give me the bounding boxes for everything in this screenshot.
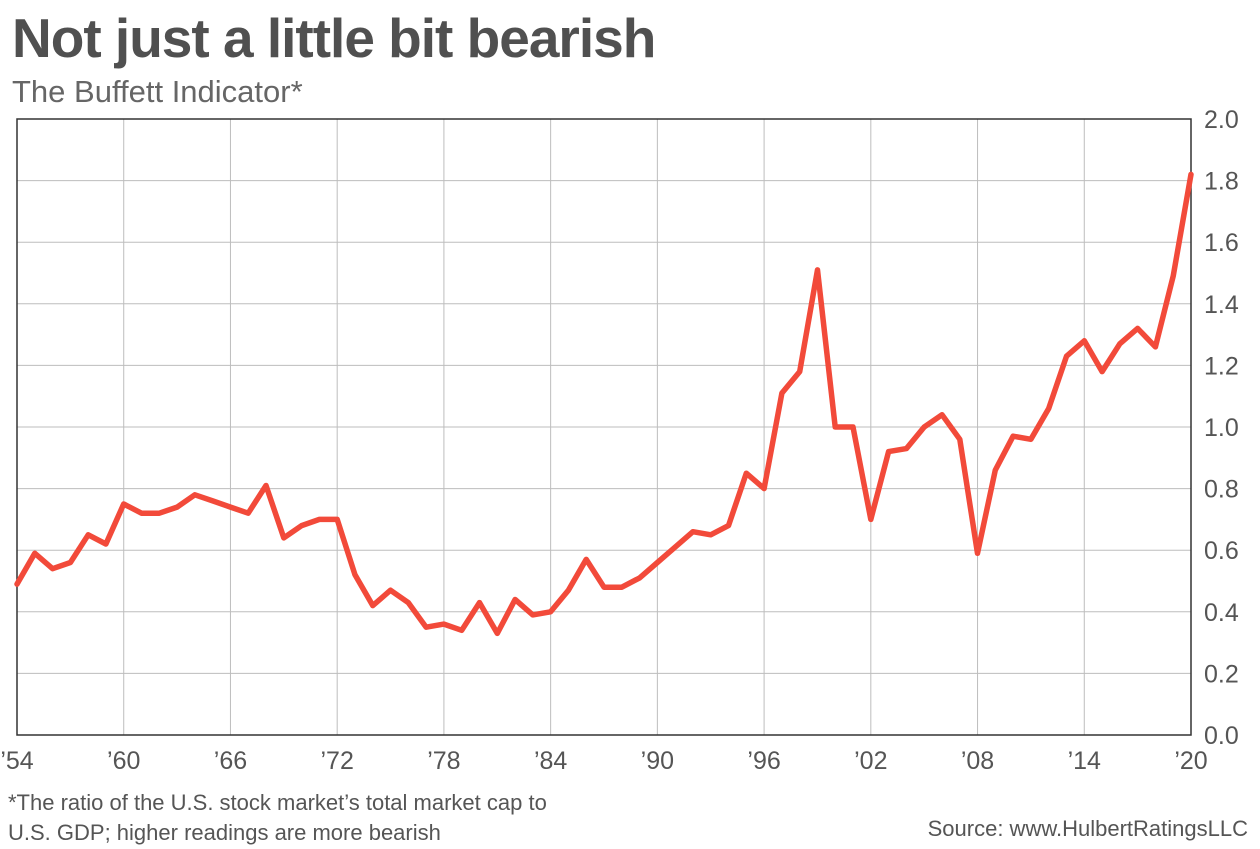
y-tick-label: 1.4 (1204, 291, 1239, 319)
y-tick-label: 0.0 (1204, 722, 1239, 750)
footnote-line-2: U.S. GDP; higher readings are more beari… (8, 820, 441, 845)
x-axis-ticks: ’54 ’60 ’66 ’72 ’78 ’84 ’90 ’96 ’02 ’08 ’14 ’20 (0, 747, 1207, 775)
y-tick-label: 1.6 (1204, 229, 1239, 257)
x-tick-label: ’02 (854, 747, 887, 775)
x-tick-label: ’66 (214, 747, 247, 775)
x-tick-label: ’60 (107, 747, 140, 775)
x-tick-label: ’14 (1068, 747, 1101, 775)
grid-lines (16, 118, 1192, 736)
y-tick-label: 0.4 (1204, 599, 1239, 627)
x-tick-label: ’72 (320, 747, 353, 775)
data-points (16, 174, 1192, 634)
y-tick-label: 0.2 (1204, 660, 1239, 688)
source-credit: Source: www.HulbertRatingsLLC (927, 816, 1248, 841)
x-tick-label: ’20 (1174, 747, 1207, 775)
y-tick-label: 2.0 (1204, 106, 1239, 134)
x-tick-label: ’90 (641, 747, 674, 775)
y-axis-ticks: 0.0 0.2 0.4 0.6 0.8 1.0 1.2 1.4 1.6 1.8 2.0 (1204, 106, 1239, 750)
x-tick-label: ’78 (427, 747, 460, 775)
series-line-buffett-indicator (14, 171, 1194, 637)
footnote-line-1: *The ratio of the U.S. stock market’s to… (8, 790, 547, 815)
y-tick-label: 0.6 (1204, 537, 1239, 565)
x-tick-label: ’08 (961, 747, 994, 775)
y-tick-label: 0.8 (1204, 476, 1239, 504)
y-tick-label: 1.8 (1204, 168, 1239, 196)
x-tick-label: ’96 (747, 747, 780, 775)
y-tick-label: 1.0 (1204, 414, 1239, 442)
x-tick-label: ’54 (0, 747, 33, 775)
plot-frame (16, 118, 1192, 736)
x-tick-label: ’84 (534, 747, 567, 775)
footnote: *The ratio of the U.S. stock market’s to… (8, 788, 547, 848)
y-tick-label: 1.2 (1204, 352, 1239, 380)
chart-title: Not just a little bit bearish (12, 7, 656, 69)
chart-subtitle: The Buffett Indicator* (12, 74, 303, 109)
